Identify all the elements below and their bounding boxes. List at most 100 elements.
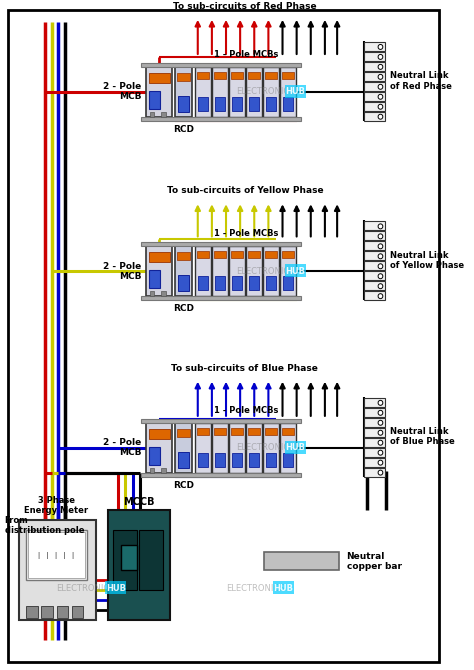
- Bar: [214, 427, 226, 435]
- Bar: [248, 251, 260, 258]
- Bar: [280, 67, 296, 117]
- Bar: [177, 253, 190, 260]
- Circle shape: [378, 274, 383, 279]
- Bar: [141, 472, 301, 476]
- Bar: [280, 423, 296, 472]
- Circle shape: [378, 430, 383, 436]
- Circle shape: [378, 105, 383, 109]
- Bar: [175, 423, 192, 472]
- Bar: [212, 423, 228, 472]
- Bar: [150, 112, 155, 117]
- Bar: [249, 453, 259, 466]
- Bar: [285, 85, 306, 98]
- Text: HUB: HUB: [273, 584, 293, 593]
- Bar: [264, 427, 277, 435]
- Bar: [365, 408, 385, 417]
- Circle shape: [378, 254, 383, 259]
- Text: HUB: HUB: [106, 584, 126, 593]
- Bar: [146, 67, 173, 117]
- Bar: [146, 423, 173, 472]
- Circle shape: [378, 234, 383, 239]
- Bar: [365, 271, 385, 280]
- Circle shape: [378, 470, 383, 475]
- Text: To sub-circuits of Blue Phase: To sub-circuits of Blue Phase: [172, 364, 318, 373]
- Bar: [248, 72, 260, 79]
- Circle shape: [378, 74, 383, 79]
- Bar: [120, 545, 137, 570]
- Circle shape: [378, 440, 383, 445]
- Text: HUB: HUB: [286, 267, 306, 276]
- Bar: [197, 251, 209, 258]
- Bar: [263, 67, 279, 117]
- Circle shape: [378, 114, 383, 119]
- Bar: [265, 276, 276, 290]
- Bar: [246, 247, 262, 296]
- Bar: [28, 533, 85, 578]
- Circle shape: [378, 283, 383, 289]
- Bar: [108, 511, 170, 620]
- Bar: [264, 72, 277, 79]
- Bar: [149, 429, 170, 439]
- Bar: [365, 62, 385, 71]
- Circle shape: [378, 401, 383, 405]
- Text: ELECTRONICS: ELECTRONICS: [237, 267, 295, 276]
- Bar: [197, 427, 209, 435]
- Text: RCD: RCD: [173, 480, 194, 490]
- Text: 1 - Pole MCBs: 1 - Pole MCBs: [214, 406, 278, 415]
- Text: 2 - Pole
MCB: 2 - Pole MCB: [103, 82, 141, 101]
- Bar: [141, 243, 301, 247]
- Circle shape: [378, 293, 383, 299]
- Bar: [141, 296, 301, 300]
- Bar: [41, 606, 53, 618]
- Circle shape: [378, 64, 383, 70]
- Circle shape: [378, 224, 383, 229]
- Circle shape: [378, 420, 383, 425]
- Bar: [178, 96, 189, 112]
- Text: RCD: RCD: [173, 304, 194, 313]
- Circle shape: [378, 94, 383, 99]
- Bar: [195, 247, 211, 296]
- Text: ELECTRONICS: ELECTRONICS: [237, 443, 295, 452]
- Text: ELECTRONICS: ELECTRONICS: [56, 584, 115, 593]
- Text: HUB: HUB: [286, 87, 306, 96]
- Bar: [249, 96, 259, 111]
- Bar: [365, 231, 385, 241]
- Bar: [365, 112, 385, 121]
- Bar: [178, 275, 189, 291]
- Bar: [365, 52, 385, 61]
- Text: RCD: RCD: [173, 125, 194, 134]
- Bar: [149, 270, 160, 288]
- Text: 1 - Pole MCBs: 1 - Pole MCBs: [214, 229, 278, 239]
- Bar: [27, 531, 87, 580]
- Bar: [215, 96, 225, 111]
- Bar: [229, 423, 245, 472]
- Bar: [149, 447, 160, 464]
- Bar: [232, 276, 242, 290]
- Bar: [365, 281, 385, 290]
- Bar: [214, 72, 226, 79]
- Bar: [365, 458, 385, 466]
- Bar: [229, 67, 245, 117]
- Bar: [282, 72, 294, 79]
- Bar: [365, 221, 385, 230]
- Bar: [19, 521, 96, 620]
- Text: HUB: HUB: [286, 443, 306, 452]
- Bar: [212, 67, 228, 117]
- Bar: [246, 67, 262, 117]
- Text: Neutral Link
of Blue Phase: Neutral Link of Blue Phase: [390, 427, 455, 446]
- Bar: [232, 96, 242, 111]
- Bar: [248, 427, 260, 435]
- Bar: [161, 112, 166, 117]
- Bar: [149, 253, 170, 262]
- Bar: [365, 468, 385, 476]
- Bar: [282, 427, 294, 435]
- Text: 1 - Pole MCBs: 1 - Pole MCBs: [214, 50, 278, 59]
- Bar: [56, 606, 68, 618]
- Bar: [141, 419, 301, 423]
- Bar: [365, 291, 385, 300]
- Bar: [285, 441, 306, 454]
- Bar: [106, 582, 126, 594]
- Bar: [198, 453, 208, 466]
- Text: From
distribution pole: From distribution pole: [5, 516, 84, 535]
- Text: Neutral Link
of Red Phase: Neutral Link of Red Phase: [390, 71, 452, 90]
